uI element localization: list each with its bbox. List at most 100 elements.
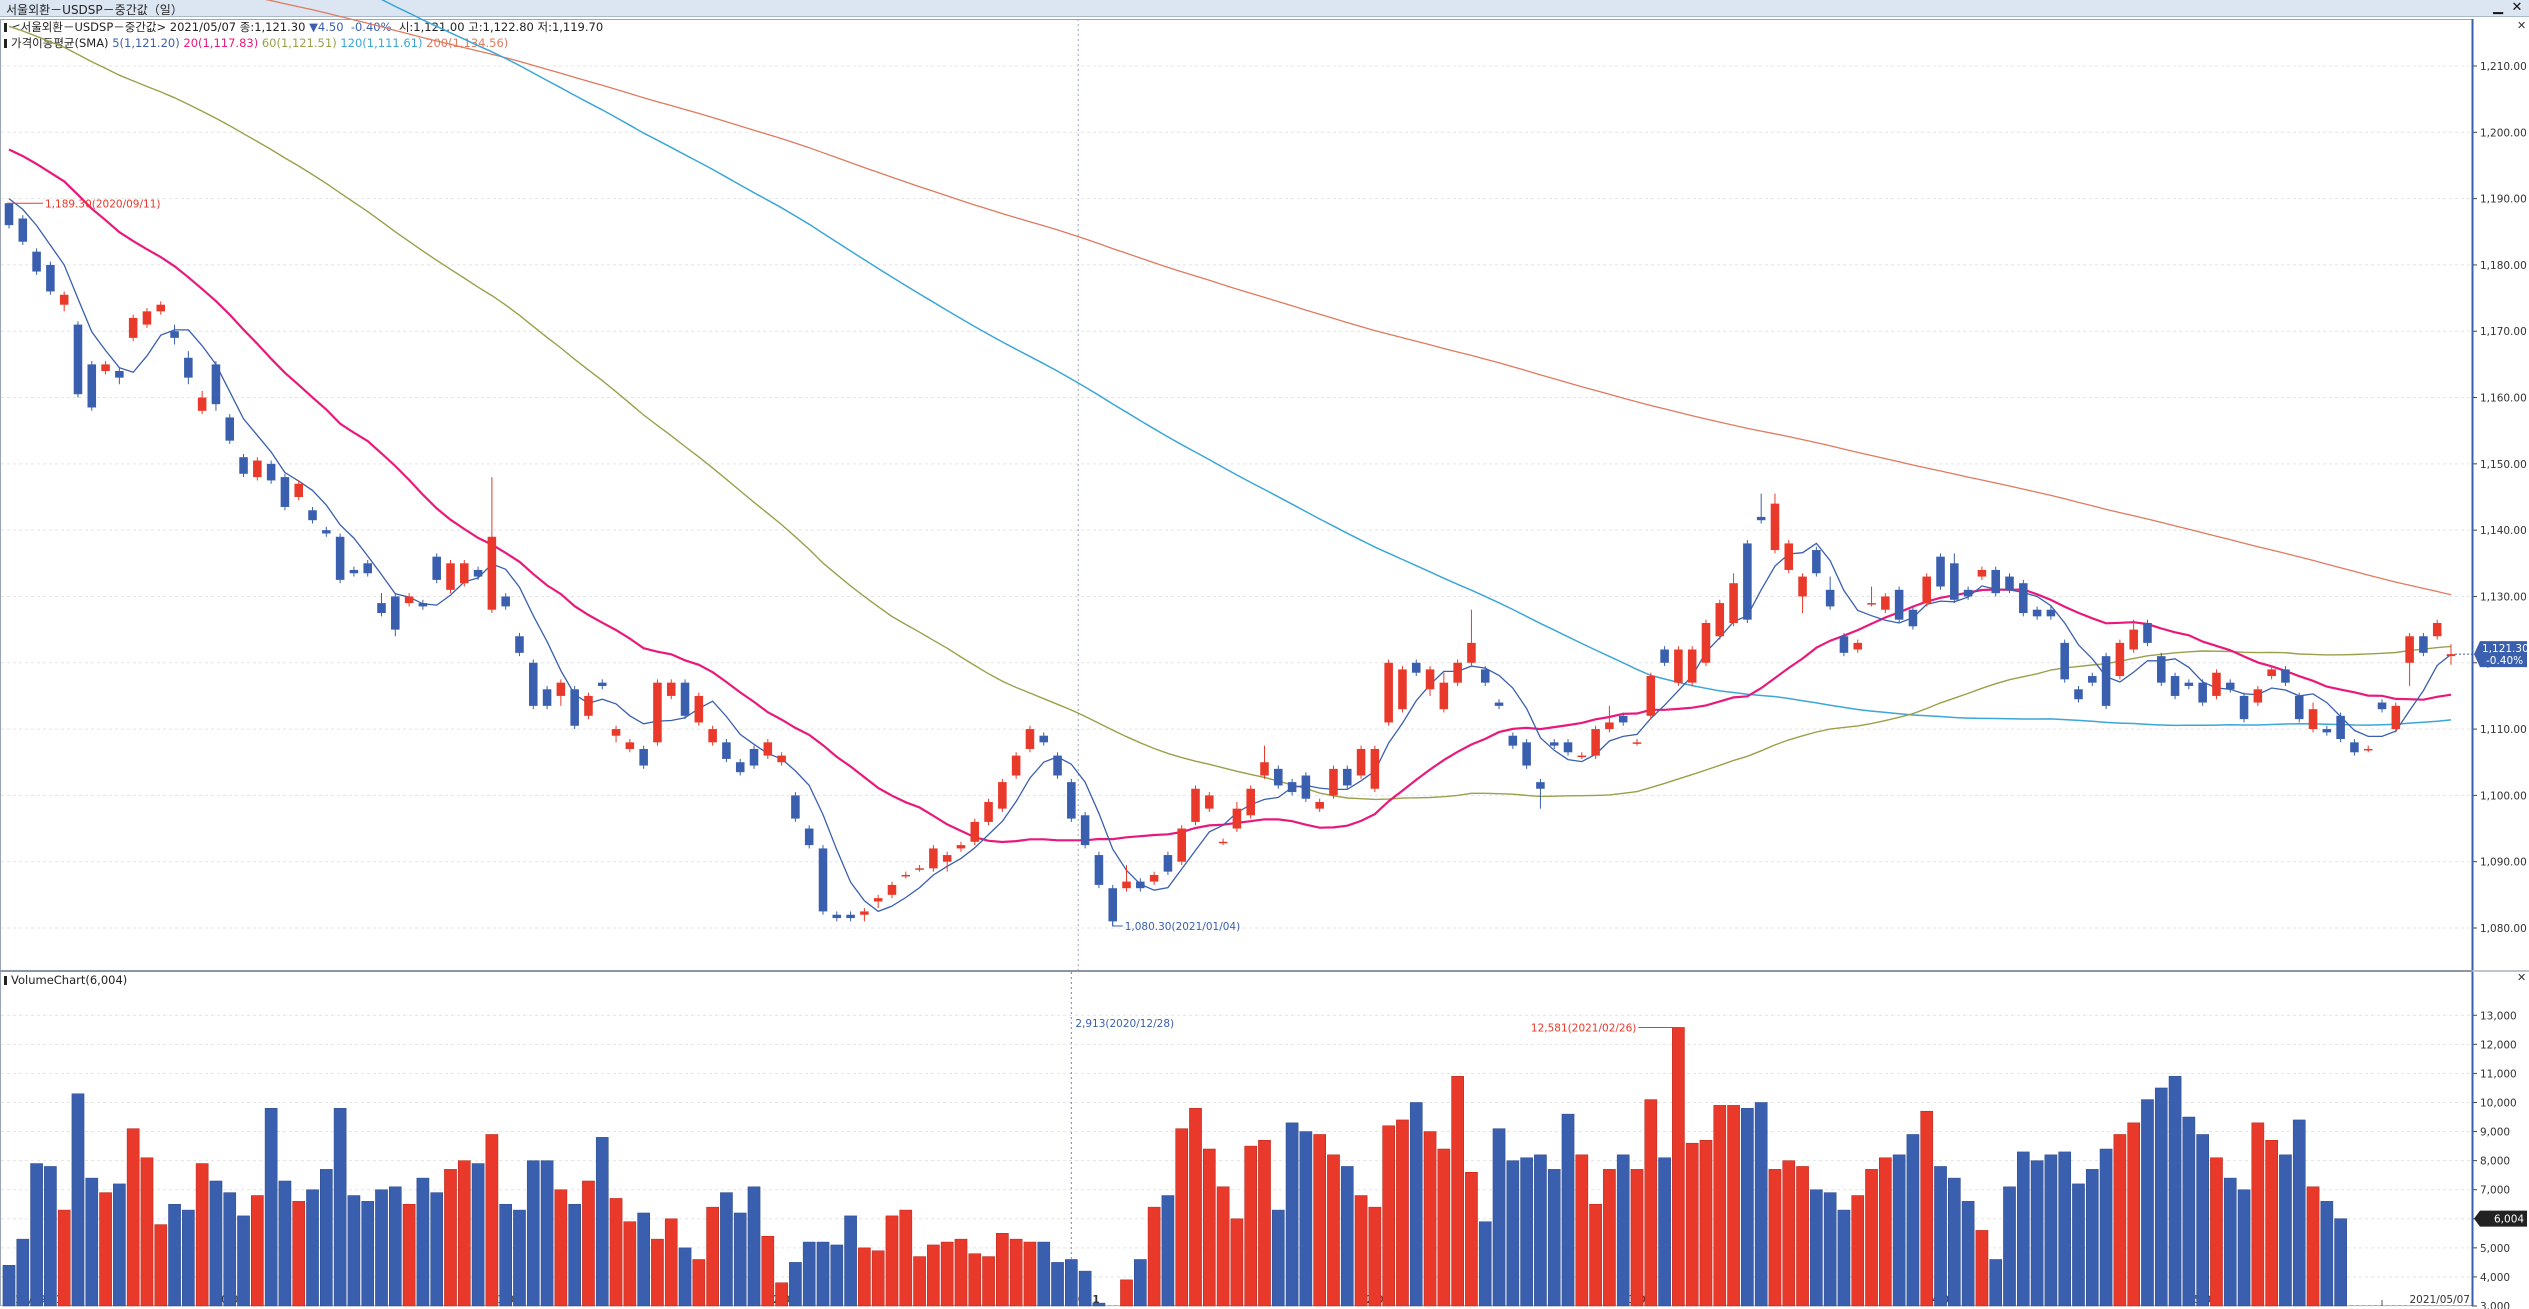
volume-bar: [651, 1238, 664, 1307]
volume-bar: [154, 1224, 168, 1307]
volume-bar: [1465, 1172, 1478, 1307]
candle-body: [666, 682, 676, 696]
minimize-icon[interactable]: ▁: [2493, 0, 2503, 15]
volume-bar: [2210, 1157, 2223, 1307]
candle-body: [460, 563, 469, 584]
sma-60-line: [8, 25, 2452, 801]
candle-body: [2005, 576, 2014, 590]
volume-bar: [1603, 1169, 1616, 1307]
volume-bar: [2127, 1122, 2140, 1307]
candle-body: [211, 364, 221, 405]
candle-body: [308, 510, 317, 521]
candle-body: [2019, 583, 2028, 614]
volume-bar: [1368, 1206, 1382, 1307]
candle-body: [2156, 656, 2166, 683]
candle-body: [2432, 622, 2442, 637]
price-axis-label: 1,100.00: [2480, 790, 2527, 802]
volume-bar: [830, 1244, 844, 1307]
volume-bar: [582, 1180, 595, 1307]
volume-bar: [1202, 1148, 1216, 1307]
volume-bar: [444, 1169, 457, 1307]
candle-body: [4, 203, 14, 226]
high-value: 고:1,122.80: [468, 20, 534, 34]
sma-200-line: [265, 0, 2452, 596]
candle-body: [584, 695, 593, 716]
candle-body: [446, 563, 455, 590]
candle-body: [1025, 729, 1035, 749]
close-value: 종:1,121.30: [239, 20, 306, 34]
close-icon[interactable]: ✕: [2511, 0, 2523, 15]
volume-bar: [844, 1215, 857, 1307]
candle-body: [2088, 676, 2097, 683]
x-axis-label: 2021/05/07: [2409, 1294, 2470, 1306]
volume-axis-label: 11,000: [2480, 1068, 2517, 1080]
panel-close-icon[interactable]: ✕: [2517, 971, 2527, 984]
volume-bar: [2072, 1183, 2085, 1307]
candle-body: [1315, 802, 1324, 809]
candle-body: [942, 855, 952, 862]
volume-bar: [1065, 1259, 1078, 1307]
volume-bar: [2334, 1218, 2347, 1307]
candle-body: [1963, 589, 1973, 597]
volume-bar: [2016, 1151, 2030, 1307]
volume-axis-label: 8,000: [2480, 1156, 2510, 1168]
volume-axis-label: 10,000: [2480, 1097, 2517, 1109]
candle-body: [1177, 828, 1186, 862]
last-volume-value: 6,004: [2494, 1214, 2524, 1226]
volume-bar: [1340, 1166, 1354, 1307]
price-axis-label: 1,190.00: [2480, 194, 2527, 206]
symbol-label: <서울외환－USDSP－중간값>: [11, 20, 167, 34]
candle-body: [1881, 596, 1890, 610]
candle-body: [1756, 516, 1766, 521]
candle-body: [929, 848, 938, 869]
volume-bar: [1851, 1195, 1865, 1307]
candle-body: [2129, 629, 2138, 650]
volume-bar: [1630, 1169, 1644, 1307]
volume-bar: [1754, 1102, 1768, 1307]
volume-bar: [789, 1262, 802, 1307]
candle-body: [1053, 755, 1062, 776]
candle-body: [749, 748, 759, 766]
price-axis-label: 1,150.00: [2480, 459, 2527, 471]
volume-bar: [1120, 1279, 1133, 1307]
candle-body: [763, 742, 773, 756]
volume-axis-label: 9,000: [2480, 1127, 2510, 1139]
volume-bar: [1961, 1201, 1975, 1307]
candle-body: [2350, 742, 2359, 753]
candle-body: [1536, 782, 1545, 789]
candle-body: [1356, 748, 1366, 776]
candle-body: [2032, 609, 2042, 617]
candle-body: [266, 463, 276, 481]
volume-bar: [1547, 1169, 1561, 1307]
volume-bar: [333, 1108, 347, 1307]
candle-body: [32, 251, 41, 272]
candle-body: [1453, 662, 1462, 683]
volume-bar: [706, 1206, 719, 1307]
candle-body: [956, 845, 966, 849]
candle-body: [2377, 702, 2387, 710]
change-value: ▼4.50: [309, 20, 344, 34]
candle-body: [322, 530, 331, 534]
volume-bar: [140, 1157, 154, 1307]
volume-bar: [747, 1186, 761, 1307]
candle-body: [2225, 682, 2235, 690]
volume-bar: [1023, 1241, 1037, 1307]
candle-body: [2115, 642, 2125, 677]
volume-bar: [554, 1189, 568, 1307]
candle-body: [487, 536, 497, 610]
candle-body: [1301, 775, 1311, 799]
window-titlebar: 서울외환－USDSP－중간값（일） ▁ ✕: [0, 0, 2529, 17]
candle-body: [570, 689, 579, 726]
volume-bar: [1382, 1125, 1395, 1307]
candle-body: [1274, 768, 1283, 786]
candle-body: [639, 748, 648, 766]
candle-body: [791, 795, 800, 819]
candle-body: [335, 536, 345, 580]
panel-close-icon[interactable]: ✕: [2517, 19, 2527, 32]
candle-body: [818, 848, 828, 912]
volume-bar: [2306, 1186, 2320, 1307]
volume-header: VolumeChart(6,004): [4, 973, 127, 987]
volume-bar: [1451, 1076, 1464, 1307]
volume-bar: [1244, 1145, 1258, 1307]
